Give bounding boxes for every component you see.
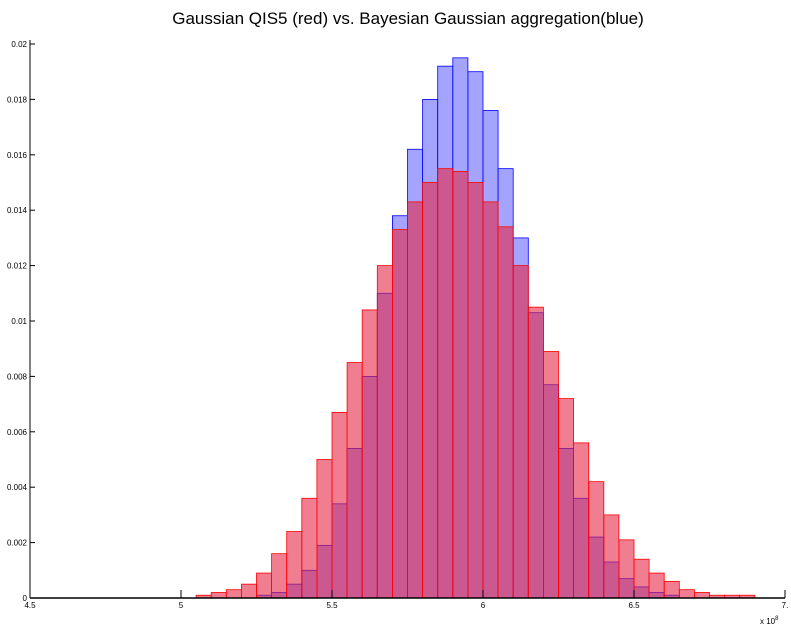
- y-tick-label: 0.02: [11, 40, 27, 49]
- bar: [361, 309, 378, 599]
- y-tick-label: 0.006: [7, 428, 28, 437]
- bar: [376, 265, 393, 599]
- x-tick-label: 5: [179, 601, 184, 610]
- bar: [512, 265, 529, 599]
- y-tick-label: 0.016: [7, 151, 28, 160]
- y-tick-label: 0.012: [7, 262, 28, 271]
- bar: [316, 459, 333, 599]
- bar: [225, 589, 242, 599]
- x-tick-label: 6.5: [628, 601, 640, 610]
- bar: [240, 583, 257, 599]
- y-tick-label: 0.004: [7, 483, 28, 492]
- bar: [558, 398, 575, 599]
- y-tick-label: 0.002: [7, 539, 28, 548]
- bar: [573, 442, 590, 599]
- bar: [256, 572, 272, 599]
- bar: [210, 592, 227, 599]
- x-exponent-power: 8: [775, 616, 779, 622]
- bar: [648, 572, 665, 599]
- y-tick-label: 0: [23, 594, 28, 603]
- y-tick-label: 0.018: [7, 95, 28, 104]
- bar: [331, 412, 348, 599]
- bar: [437, 168, 454, 599]
- bar: [407, 201, 423, 599]
- chart-title: Gaussian QIS5 (red) vs. Bayesian Gaussia…: [172, 9, 644, 28]
- bar: [633, 558, 650, 599]
- bar: [271, 553, 288, 599]
- y-tick-label: 0.01: [11, 317, 27, 326]
- bar: [527, 306, 544, 599]
- bar: [663, 580, 680, 599]
- bar: [346, 362, 363, 599]
- bar: [603, 514, 620, 599]
- x-tick-label: 5.5: [326, 601, 338, 610]
- bar: [452, 171, 469, 599]
- y-tick-label: 0.008: [7, 372, 28, 381]
- bar: [497, 226, 514, 599]
- x-tick-label: 4.5: [24, 601, 36, 610]
- bar: [391, 229, 408, 599]
- bar: [678, 589, 695, 599]
- x-tick-label: 7.: [782, 601, 789, 610]
- bar: [588, 481, 605, 599]
- bar: [694, 592, 710, 599]
- bar: [301, 497, 318, 599]
- bar: [286, 531, 303, 599]
- y-tick-label: 0.014: [7, 206, 28, 215]
- bar: [618, 539, 635, 599]
- x-exponent-base: x 10: [760, 617, 776, 626]
- bar: [482, 201, 499, 599]
- x-tick-label: 6: [481, 601, 486, 610]
- x-exponent: x 108: [760, 616, 779, 626]
- bar: [467, 182, 484, 599]
- bar: [543, 351, 559, 599]
- bar: [422, 182, 439, 599]
